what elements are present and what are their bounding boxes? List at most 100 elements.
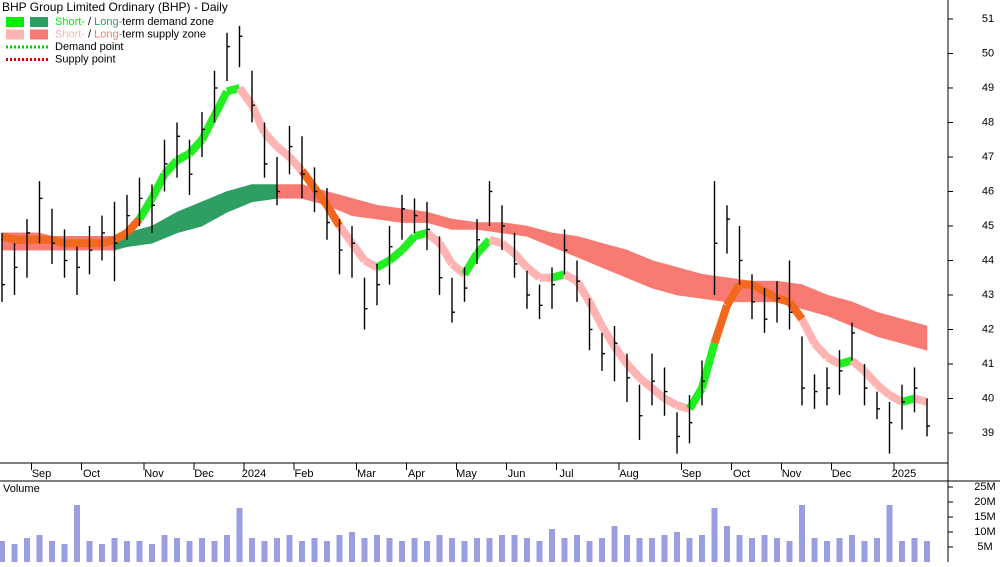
short-term-zone bbox=[849, 357, 868, 374]
short-term-zone bbox=[0, 232, 16, 244]
x-tick-label: May bbox=[456, 468, 477, 480]
volume-bar bbox=[286, 535, 293, 562]
short-term-zone bbox=[236, 85, 256, 108]
volume-bar bbox=[236, 508, 243, 562]
x-tick-label: Dec bbox=[194, 468, 214, 480]
volume-bar bbox=[499, 535, 505, 562]
volume-bar bbox=[0, 541, 5, 562]
long-term-zone bbox=[601, 242, 615, 274]
long-term-zone bbox=[289, 184, 303, 199]
volume-bar bbox=[724, 526, 730, 562]
volume-bar bbox=[599, 538, 605, 562]
long-term-zone bbox=[514, 223, 528, 237]
volume-bar bbox=[549, 529, 555, 562]
legend-text-part: Long- bbox=[94, 28, 122, 40]
x-tick-label: 2025 bbox=[892, 468, 916, 480]
x-tick-label: Apr bbox=[408, 468, 425, 480]
long-term-zone bbox=[901, 318, 915, 348]
short-term-zone bbox=[362, 256, 379, 271]
short-term-zone bbox=[662, 394, 679, 409]
long-term-zone bbox=[264, 184, 278, 201]
legend-swatch bbox=[6, 17, 24, 27]
y-tick-label: 44 bbox=[982, 254, 994, 266]
volume-bar bbox=[324, 541, 330, 562]
long-term-zone bbox=[676, 266, 690, 298]
long-term-zone bbox=[614, 246, 628, 279]
long-term-zone bbox=[401, 208, 415, 223]
volume-bar bbox=[824, 541, 830, 562]
long-term-zone bbox=[251, 184, 265, 203]
volume-bar bbox=[574, 535, 580, 562]
short-term-zone bbox=[261, 130, 280, 150]
volume-bar bbox=[111, 538, 118, 562]
short-term-zone bbox=[913, 394, 929, 406]
volume-bar bbox=[836, 538, 843, 562]
long-term-zone bbox=[876, 311, 890, 341]
short-term-zone bbox=[461, 251, 481, 277]
short-term-zone bbox=[686, 386, 706, 411]
short-term-zone bbox=[386, 247, 405, 264]
short-term-zone bbox=[710, 304, 731, 345]
volume-tick-label: 25M bbox=[974, 481, 995, 493]
x-tick-label: Jul bbox=[559, 468, 573, 480]
volume-bar bbox=[874, 538, 880, 562]
long-term-zone bbox=[839, 298, 853, 327]
long-term-zone bbox=[489, 222, 503, 234]
volume-bar bbox=[199, 538, 205, 562]
volume-tick-label: 5M bbox=[977, 541, 992, 553]
volume-bar bbox=[799, 505, 805, 562]
short-term-zone bbox=[675, 401, 691, 413]
volume-bar bbox=[174, 538, 180, 562]
x-tick-label: Oct bbox=[733, 468, 750, 480]
volume-bar bbox=[99, 544, 105, 562]
short-term-zone bbox=[811, 340, 830, 360]
short-term-zone bbox=[550, 270, 566, 282]
volume-bar bbox=[586, 541, 593, 562]
long-term-zone bbox=[189, 201, 203, 230]
long-term-zone bbox=[476, 222, 490, 232]
long-term-zone bbox=[851, 301, 865, 332]
legend-swatch bbox=[6, 29, 24, 40]
volume-tick-label: 15M bbox=[974, 511, 995, 523]
short-term-zone bbox=[50, 235, 66, 248]
short-term-zone bbox=[375, 256, 392, 271]
short-term-zone bbox=[598, 323, 618, 349]
volume-bar bbox=[461, 541, 468, 562]
short-term-zone bbox=[649, 385, 668, 402]
volume-bar bbox=[536, 541, 543, 562]
long-term-zone bbox=[351, 197, 365, 218]
volume-bar bbox=[511, 535, 518, 562]
volume-bar bbox=[624, 535, 630, 562]
volume-title: Volume bbox=[3, 483, 40, 495]
long-term-zone bbox=[701, 273, 715, 301]
long-term-zone bbox=[664, 263, 678, 296]
short-term-zone bbox=[585, 300, 606, 328]
volume-tick-label: 20M bbox=[974, 496, 995, 508]
long-term-zone bbox=[389, 206, 403, 223]
long-term-zone bbox=[464, 220, 478, 230]
short-term-zone bbox=[348, 240, 368, 263]
volume-bar bbox=[261, 541, 268, 562]
volume-bar bbox=[786, 541, 793, 562]
volume-bar bbox=[911, 538, 918, 562]
long-term-zone bbox=[651, 260, 665, 292]
short-term-zone bbox=[161, 157, 180, 177]
x-tick-label: Oct bbox=[83, 468, 100, 480]
long-term-zone bbox=[501, 222, 515, 235]
x-tick-label: Sep bbox=[682, 468, 702, 480]
short-term-zone bbox=[323, 203, 343, 229]
volume-bar bbox=[424, 541, 430, 562]
short-term-zone bbox=[474, 237, 493, 257]
short-term-zone bbox=[136, 196, 156, 222]
legend-swatch bbox=[30, 17, 48, 27]
short-term-zone bbox=[511, 250, 530, 271]
short-term-zone bbox=[225, 84, 241, 96]
long-term-zone bbox=[139, 225, 153, 246]
short-term-zone bbox=[825, 353, 842, 368]
short-term-zone bbox=[436, 241, 456, 266]
volume-bar bbox=[311, 538, 318, 562]
long-term-zone bbox=[801, 284, 815, 313]
volume-bar bbox=[861, 541, 868, 562]
